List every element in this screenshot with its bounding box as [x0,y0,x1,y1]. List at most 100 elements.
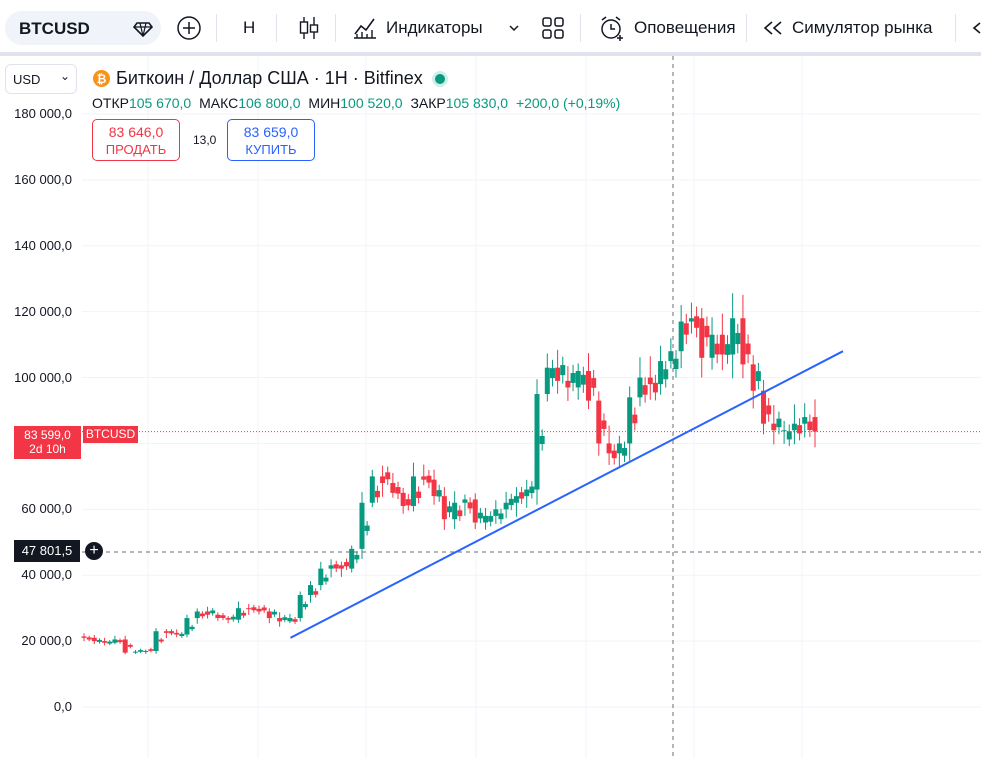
candle-body [287,618,293,622]
candle-body [271,611,277,615]
candle-body [416,491,422,499]
rewind-icon [763,21,782,35]
candle-body [452,502,458,520]
price-scale-label: 40 000,0 [21,567,72,583]
toolbar-divider [276,14,277,42]
replay-label: Симулятор рынка [792,18,933,37]
symbol-name: BTCUSD [19,19,90,38]
candle-body [333,564,339,569]
candle-body [627,397,633,444]
candle-body [102,641,108,643]
compare-button[interactable] [176,11,202,45]
chevron-down-icon [509,25,519,32]
candle-body [225,618,231,620]
low-value: 100 520,0 [340,95,403,111]
candle-body [673,358,679,369]
chart-type-button[interactable] [297,11,321,45]
candle-body [483,515,489,523]
plus-circle-icon [177,16,201,40]
candle-body [338,565,344,569]
candle-body [86,637,92,640]
sell-button[interactable]: 83 646,0 ПРОДАТЬ [92,119,180,161]
candle-body [498,513,504,520]
market-open-dot [434,73,445,84]
candle-body [462,499,468,503]
candle-body [791,423,797,431]
candle-body [132,651,138,653]
toolbar-divider [335,14,336,42]
candle-body [143,650,149,652]
close-label: ЗАКР [410,95,446,111]
candle-body [503,502,509,510]
candle-body [184,618,190,635]
candle-body [797,425,803,434]
buy-button[interactable]: 83 659,0 КУПИТЬ [227,119,315,161]
candle-body [488,516,494,522]
candle-body [400,492,406,507]
add-alert-plus-icon[interactable]: + [85,542,103,560]
interval-label: H [243,18,256,37]
replay-button[interactable]: Симулятор рынка [762,11,932,45]
indicators-dropdown[interactable] [507,11,521,45]
candle-body [127,644,133,647]
price-scale-label: 120 000,0 [14,303,72,319]
candle-body [302,604,308,608]
candle-body [395,487,401,494]
spread-value: 13,0 [193,133,217,147]
grid-icon [542,17,564,39]
candle-body [169,631,175,634]
bitcoin-icon: ₿ [93,70,110,87]
candle-body [771,423,777,431]
undo-button[interactable] [970,11,981,45]
symbol-legend[interactable]: ₿ Биткоин / Доллар США · 1H · Bitfinex [93,68,445,89]
layouts-button[interactable] [541,11,565,45]
sell-label: ПРОДАТЬ [105,142,167,157]
candle-body [601,420,607,429]
chart-pane[interactable]: 180 000,0 160 000,0 140 000,0 120 000,0 100 … [0,56,981,758]
price-chart[interactable] [0,56,981,758]
candle-body [647,377,653,385]
candle-body [755,371,761,382]
indicators-icon [354,18,376,39]
candle-body [328,565,334,569]
high-value: 106 800,0 [238,95,301,111]
price-scale-label: 140 000,0 [14,237,72,253]
candle-body [668,351,674,362]
candle-body [519,492,525,499]
alerts-button[interactable]: Оповещения [598,11,736,45]
candle-body [611,450,617,459]
candle-body [153,631,159,651]
candle-body [658,361,664,385]
candle-body [508,498,514,506]
indicators-button[interactable]: Индикаторы [352,11,483,45]
candle-body [292,619,298,622]
candle-body [766,405,772,415]
candle-body [529,486,535,494]
candle-body [632,414,638,424]
candle-body [431,479,437,497]
candle-body [194,611,200,619]
candle-body [580,374,586,385]
candle-body [663,369,669,380]
candle-body [652,382,658,393]
currency-select[interactable]: USD ⌄ [5,64,77,94]
interval-button[interactable]: H [243,11,255,45]
candle-body [323,577,329,582]
candle-body [678,321,684,352]
close-value: 105 830,0 [445,95,509,111]
symbol-search[interactable]: BTCUSD [5,11,161,45]
last-price-value: 83 599,0 [24,428,71,442]
candle-body [745,343,751,355]
diamond-icon[interactable] [131,16,155,40]
toolbar-divider [955,14,956,42]
candle-body [251,607,257,611]
candle-body [781,430,787,432]
candle-body [724,344,730,355]
candle-body [694,316,700,328]
candle-body [740,318,746,365]
candles-icon [299,17,319,39]
legend-title: Биткоин / Доллар США · 1H · Bitfinex [116,68,423,88]
candle-body [735,333,741,345]
candle-body [91,637,97,642]
buy-price: 83 659,0 [243,124,299,140]
